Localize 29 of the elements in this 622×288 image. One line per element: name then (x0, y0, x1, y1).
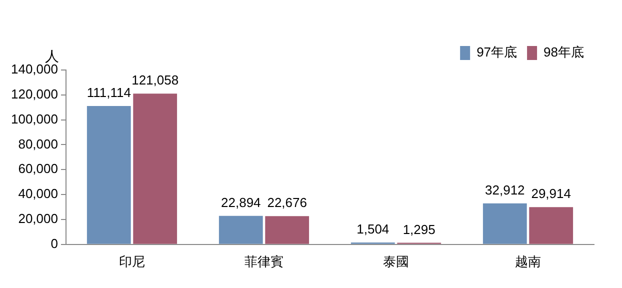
data-label: 22,894 (221, 194, 261, 210)
y-tick-label: 100,000 (10, 111, 58, 126)
data-label: 32,912 (485, 182, 525, 198)
data-label: 22,676 (267, 195, 307, 210)
y-tick-label: 80,000 (18, 136, 58, 152)
x-tick-label: 越南 (515, 254, 541, 269)
data-label: 121,058 (132, 72, 179, 88)
y-tick-label: 40,000 (18, 186, 58, 202)
data-label: 29,914 (531, 186, 571, 202)
data-label: 1,504 (356, 222, 390, 237)
x-tick-label: 印尼 (118, 254, 145, 269)
legend-label: 97年底 (476, 44, 518, 60)
bar (218, 216, 263, 244)
y-tick-label: 60,000 (18, 161, 58, 176)
y-tick-label: 120,000 (10, 86, 58, 102)
y-tick-label: 0 (50, 236, 58, 251)
bar (133, 94, 178, 244)
bar (482, 203, 527, 244)
y-tick-label: 140,000 (10, 62, 58, 77)
data-label: 1,295 (402, 222, 436, 237)
bar (529, 207, 574, 244)
x-tick-label: 菲律賓 (244, 254, 284, 269)
data-label: 111,114 (86, 85, 131, 100)
x-tick-label: 泰國 (382, 254, 409, 269)
legend-label: 98年底 (544, 44, 584, 60)
y-tick-label: 20,000 (18, 211, 58, 226)
y-axis-title: 人 (44, 48, 59, 64)
bar (265, 216, 310, 244)
bar (86, 106, 131, 244)
